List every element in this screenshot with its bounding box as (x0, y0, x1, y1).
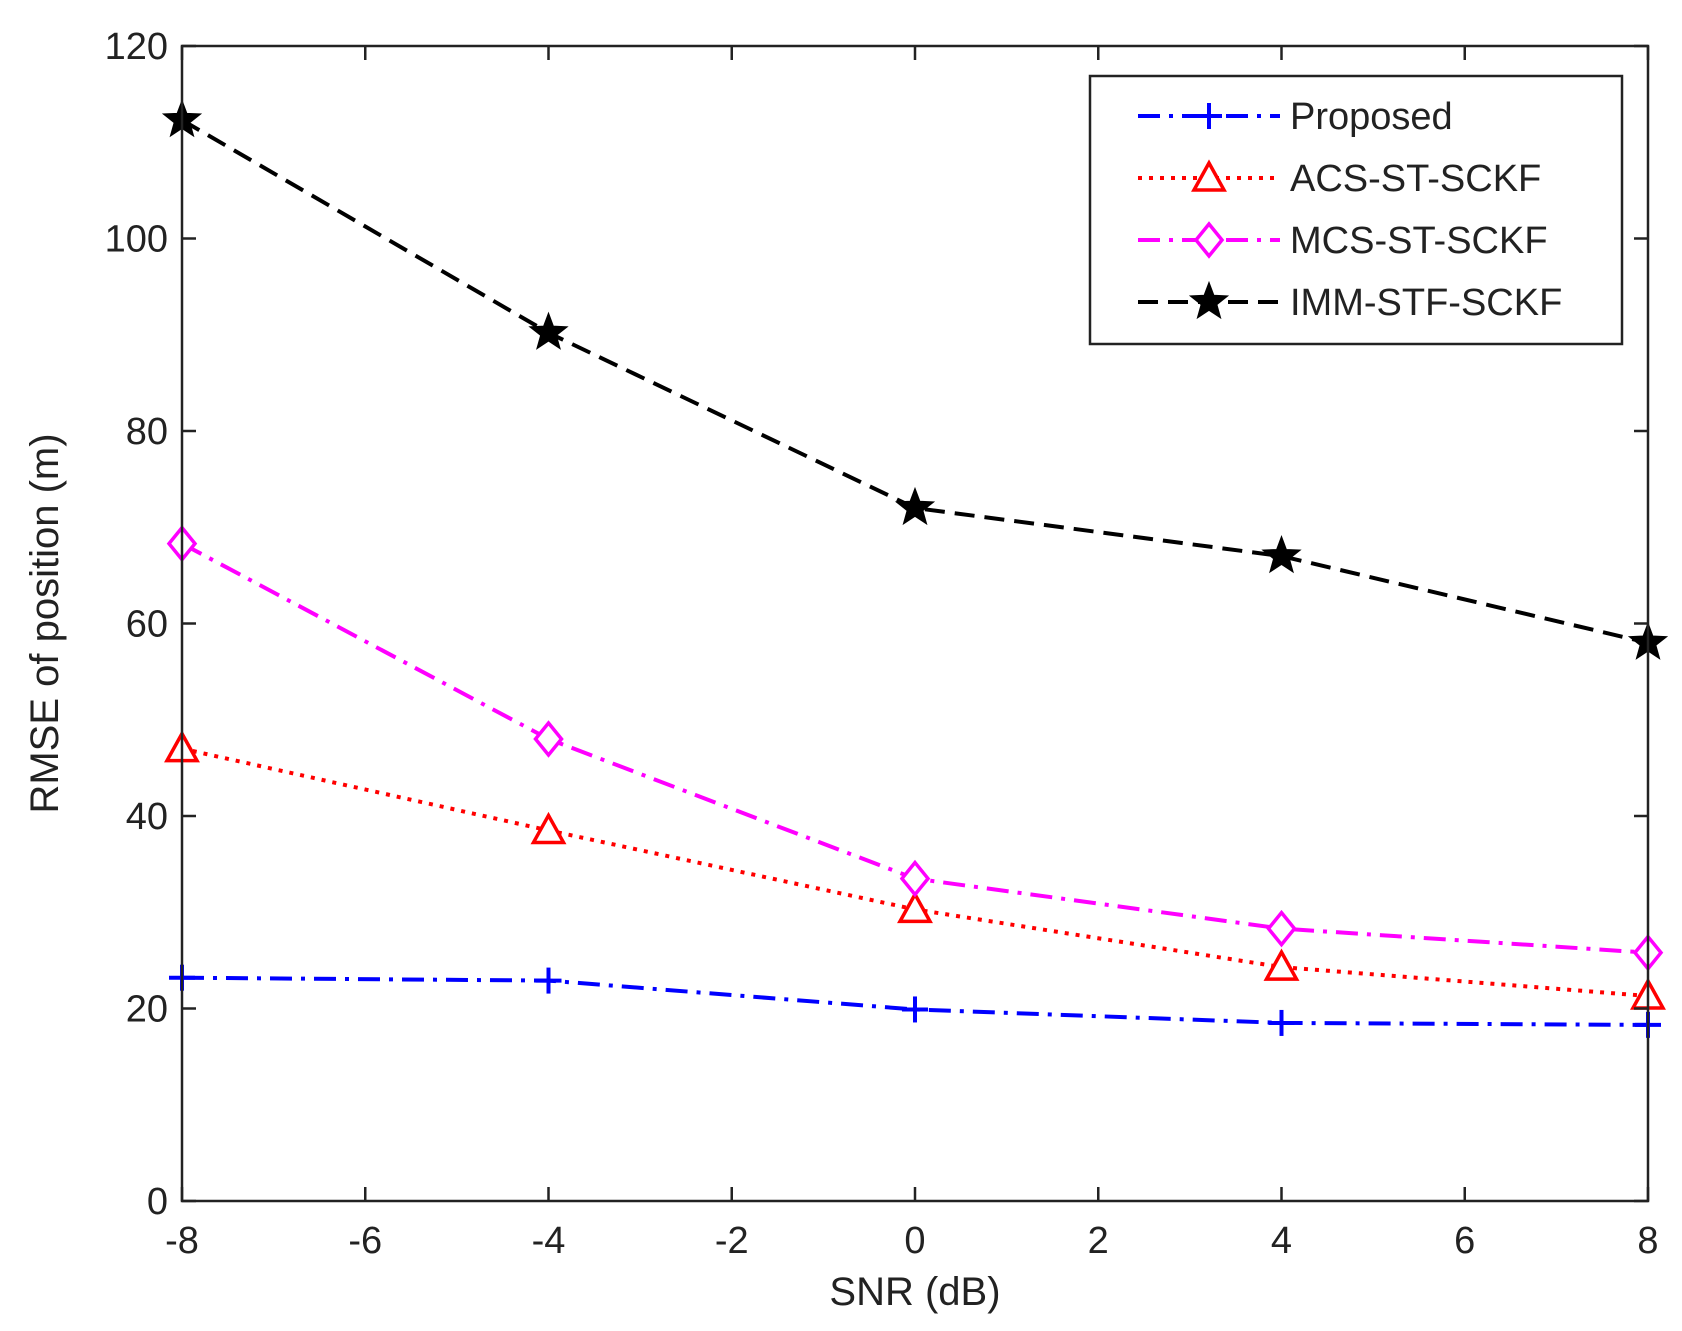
x-tick-label: 8 (1637, 1220, 1658, 1262)
legend-box (1088, 74, 1624, 346)
data-point-imm-stf-sckf (894, 486, 936, 526)
data-point-acs-st-sckf (897, 890, 933, 924)
legend-marker (1196, 103, 1222, 129)
x-tick-label: 0 (904, 1220, 925, 1262)
y-tick-label: 20 (126, 989, 168, 1031)
y-tick-label: 0 (147, 1181, 168, 1223)
data-point-proposed (535, 967, 562, 994)
data-point-acs-st-sckf (530, 811, 567, 845)
legend-item-mcs-st-sckf: MCS-ST-SCKF (1138, 220, 1548, 262)
x-tick-label: 4 (1271, 1220, 1292, 1262)
data-point-mcs-st-sckf (533, 720, 564, 758)
legend-label: IMM-STF-SCKF (1290, 282, 1562, 324)
legend-label: Proposed (1290, 96, 1453, 138)
x-tick-label: 6 (1454, 1220, 1475, 1262)
data-point-imm-stf-sckf (528, 311, 569, 350)
data-point-imm-stf-sckf (1261, 534, 1302, 574)
legend-item-proposed: Proposed (1138, 96, 1453, 138)
x-tick-label: -4 (532, 1220, 566, 1262)
x-tick-label: -8 (165, 1220, 199, 1262)
data-point-mcs-st-sckf (1266, 909, 1297, 948)
legend-item-imm-stf-sckf: IMM-STF-SCKF (1138, 280, 1562, 324)
y-tick-label: 40 (126, 796, 168, 838)
x-tick-label: -2 (715, 1220, 749, 1262)
y-tick-label: 80 (126, 411, 168, 453)
legend-marker (1188, 280, 1230, 320)
y-tick-label: 60 (126, 604, 168, 646)
y-tick-label: 100 (105, 219, 168, 261)
x-tick-label: -6 (348, 1220, 382, 1262)
x-tick-label: 2 (1088, 1220, 1109, 1262)
legend-label: ACS-ST-SCKF (1290, 158, 1541, 200)
data-point-proposed (1268, 1009, 1295, 1036)
legend-item-acs-st-sckf: ACS-ST-SCKF (1138, 158, 1541, 200)
data-point-acs-st-sckf (1263, 948, 1300, 981)
legend-label: MCS-ST-SCKF (1290, 220, 1548, 262)
legend: Proposed ACS-ST-SCKF MCS-ST-SCKF IMM-STF-SC… (1088, 74, 1624, 346)
data-point-mcs-st-sckf (899, 859, 931, 898)
y-tick-label: 120 (105, 26, 168, 68)
x-axis-label: SNR (dB) (829, 1270, 1000, 1314)
y-axis-label: RMSE of position (m) (23, 433, 67, 813)
data-point-proposed (902, 996, 928, 1023)
legend-marker (1191, 159, 1227, 192)
legend-marker (1193, 221, 1225, 259)
